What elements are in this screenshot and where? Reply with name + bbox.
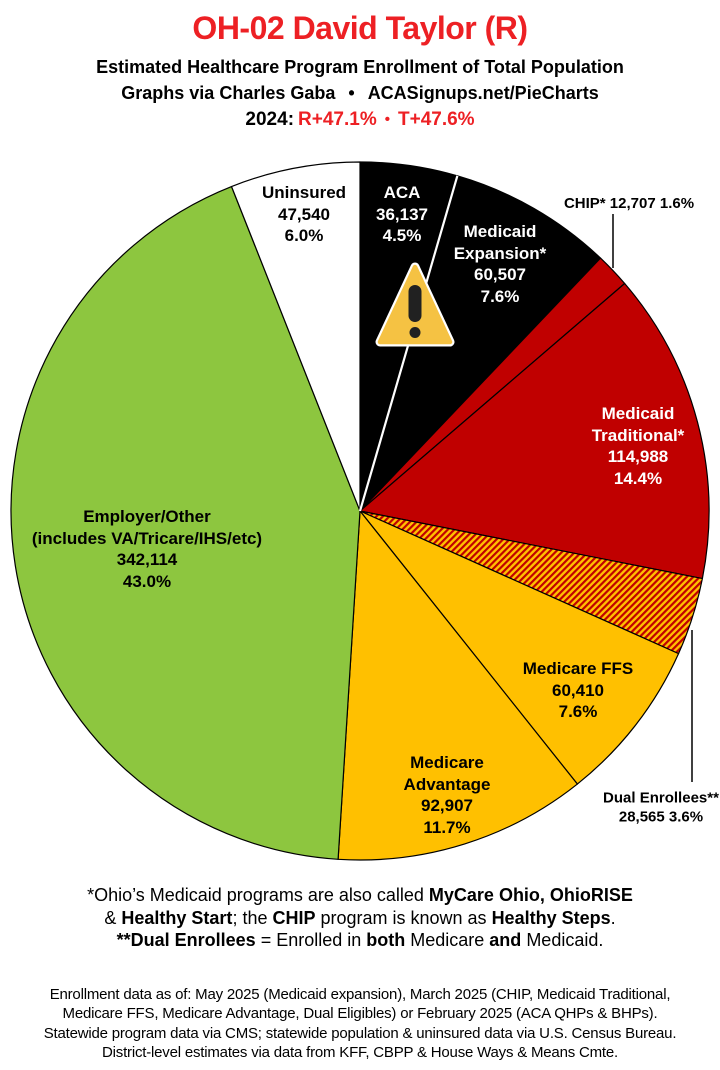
warning-icon xyxy=(375,262,455,347)
pie-slice-medicaid-traditional xyxy=(359,282,710,580)
election-r-margin: R+47.1% xyxy=(298,109,377,130)
credit-line: Graphs via Charles Gaba • ACASignups.net/P… xyxy=(0,83,720,104)
bullet-separator-icon: • xyxy=(348,83,355,103)
election-year: 2024: xyxy=(245,109,295,130)
slice-label-medicare-advantage: Medicare Advantage 92,907 11.7% xyxy=(403,753,491,837)
slice-label-medicaid-expansion: Medicaid Expansion* 60,507 7.6% xyxy=(453,222,547,306)
slice-label-chip: CHIP* 12,707 1.6% xyxy=(563,194,695,212)
slice-label-aca: ACA 36,137 4.5% xyxy=(376,182,428,245)
footnote-line-1: *Ohio’s Medicaid programs are also calle… xyxy=(87,885,633,905)
slice-label-employer-other: Employer/Other (includes VA/Tricare/IHS/… xyxy=(31,507,263,591)
bullet-separator-icon: • xyxy=(384,111,390,128)
pie-slice-medicare-advantage xyxy=(337,510,578,861)
source-line-3: Statewide program data via CMS; statewid… xyxy=(43,1024,677,1042)
subtitle: Estimated Healthcare Program Enrollment … xyxy=(96,57,624,77)
slice-label-medicare-ffs: Medicare FFS 60,410 7.6% xyxy=(522,658,634,721)
footnotes: *Ohio’s Medicaid programs are also calle… xyxy=(0,884,720,952)
slice-label-dual-enrollees: Dual Enrollees** 28,565 3.6% xyxy=(603,789,719,826)
pie-slice-medicare-ffs xyxy=(359,510,680,785)
exclamation-bar xyxy=(408,285,422,322)
election-results-line: 2024: R+47.1% • T+47.6% xyxy=(0,109,720,131)
pie-slice-employer-other xyxy=(10,185,361,860)
slice-label-uninsured: Uninsured 47,540 6.0% xyxy=(261,182,347,245)
source-line-4: District-level estimates via data from K… xyxy=(102,1044,618,1062)
source-line-2: Medicare FFS, Medicare Advantage, Dual E… xyxy=(62,1005,658,1023)
credit-site: ACASignups.net/PieCharts xyxy=(367,83,599,103)
slice-label-medicaid-traditional: Medicaid Traditional* 114,988 14.4% xyxy=(591,404,685,488)
footnote-line-2: & Healthy Start; the CHIP program is kno… xyxy=(104,907,616,928)
source-note: Enrollment data as of: May 2025 (Medicai… xyxy=(0,985,720,1063)
page-title: OH-02 David Taylor (R) xyxy=(192,10,528,46)
source-line-1: Enrollment data as of: May 2025 (Medicai… xyxy=(49,986,671,1003)
exclamation-dot xyxy=(409,327,421,338)
election-t-margin: T+47.6% xyxy=(398,109,475,130)
pie-slice-medicaid-expansion xyxy=(359,175,602,512)
footnote-line-3: **Dual Enrollees = Enrolled in both Medi… xyxy=(116,930,604,950)
pie-slice-uninsured xyxy=(230,161,361,512)
credit-author: Graphs via Charles Gaba xyxy=(121,83,336,103)
